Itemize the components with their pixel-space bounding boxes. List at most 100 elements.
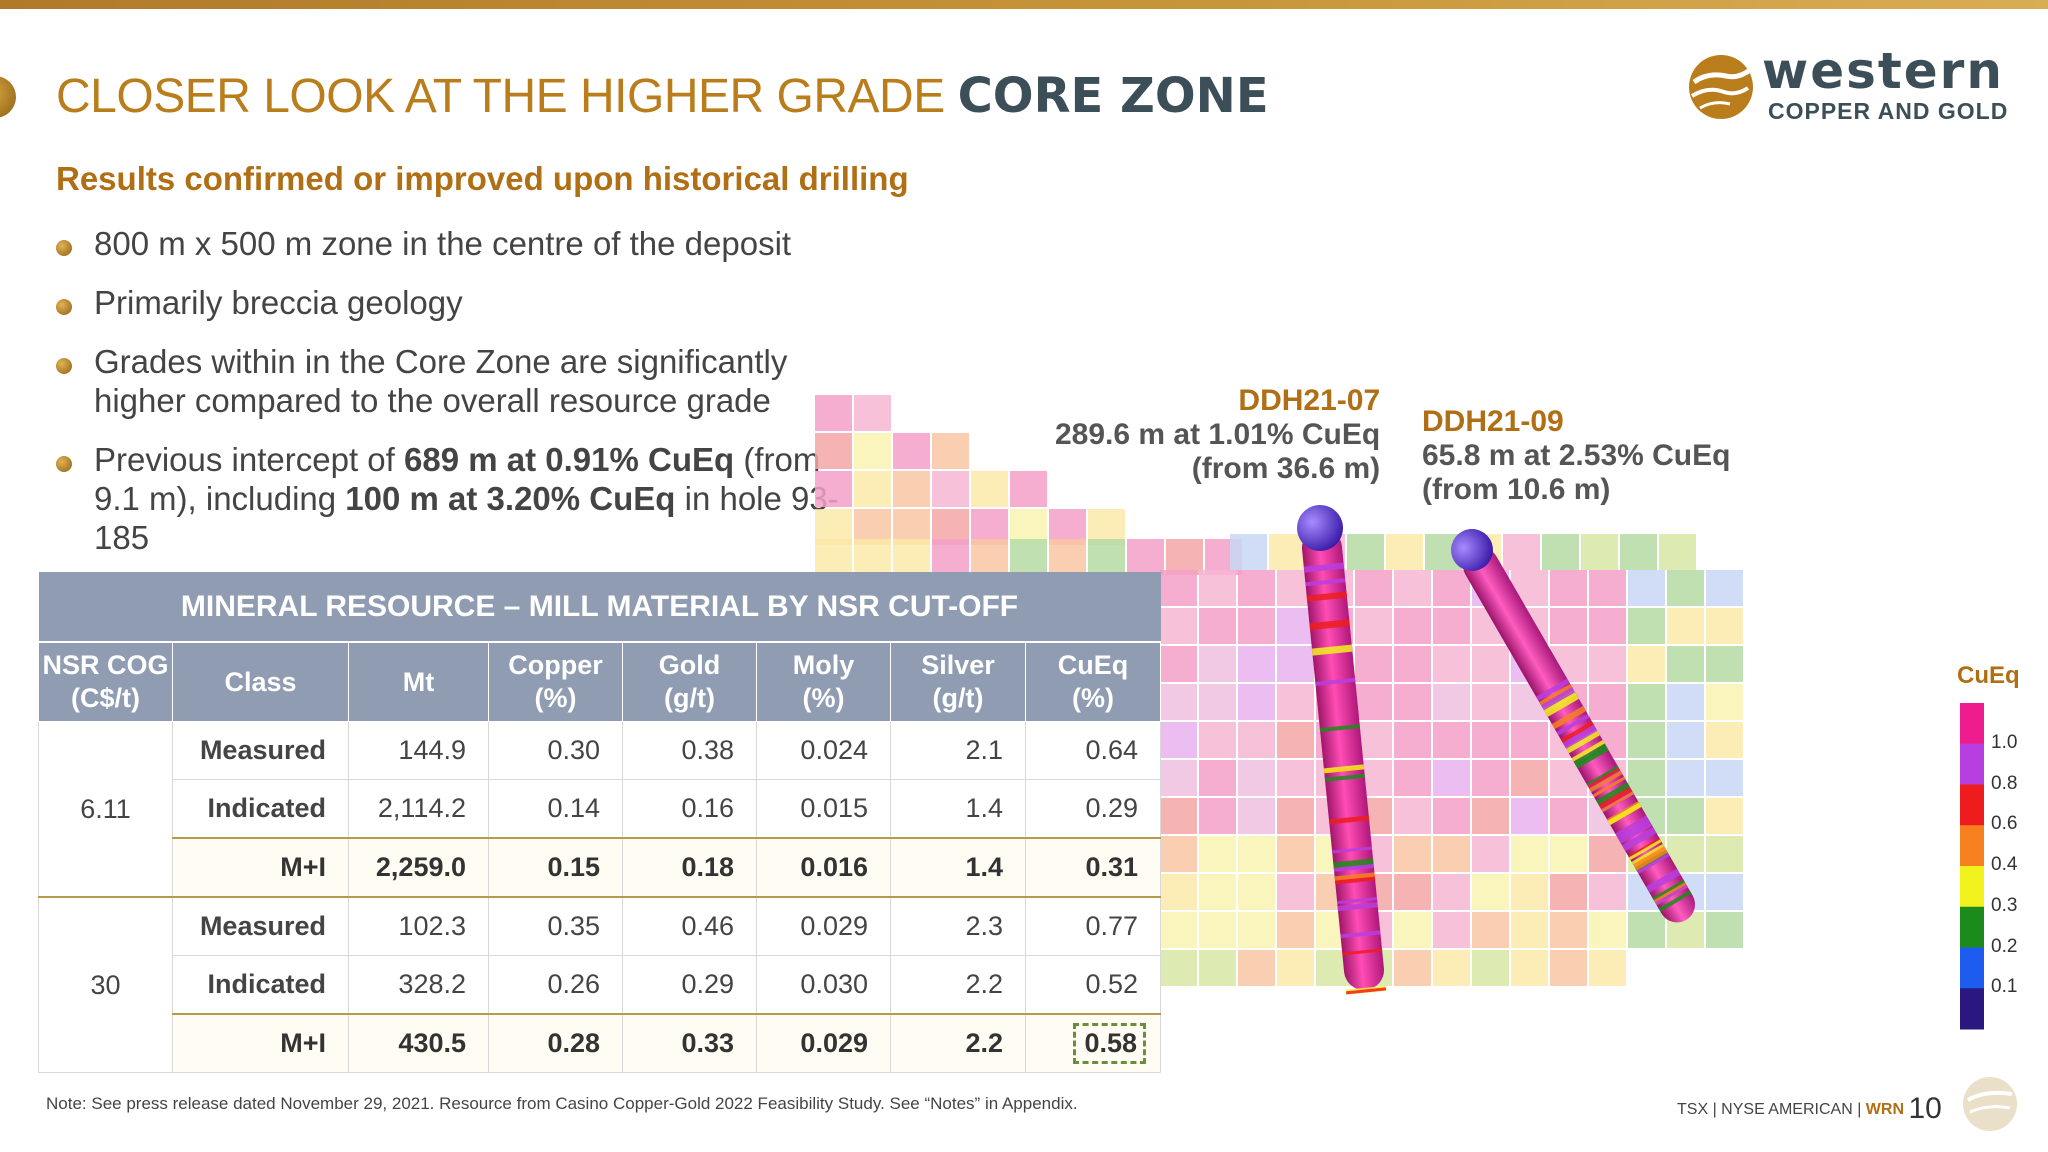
block-cell	[1667, 684, 1704, 720]
block-cell	[1160, 684, 1197, 720]
value-cell: 0.30	[488, 721, 623, 780]
block-cell	[1589, 912, 1626, 948]
block-cell	[1472, 684, 1509, 720]
bullet-list: 800 m x 500 m zone in the centre of the …	[56, 224, 856, 577]
block-cell	[1160, 836, 1197, 872]
block-cell	[1628, 608, 1665, 644]
block-cell	[1160, 760, 1197, 796]
block-cell	[854, 433, 891, 469]
block-cell	[1511, 798, 1548, 834]
block-cell	[1199, 798, 1236, 834]
block-cell	[1199, 684, 1236, 720]
logo-subtitle: COPPER AND GOLD	[1768, 98, 2009, 124]
column-header: Gold (g/t)	[622, 641, 757, 722]
class-cell: Measured	[172, 721, 349, 780]
grade-band	[1586, 765, 1619, 787]
block-cell	[1628, 722, 1665, 758]
column-header: NSR COG (C$/t)	[38, 641, 173, 722]
block-cell	[893, 539, 930, 575]
grade-band	[1544, 693, 1579, 717]
mineral-resource-table: MINERAL RESOURCE – MILL MATERIAL BY NSR …	[38, 572, 1162, 1073]
block-cell	[1355, 570, 1392, 606]
block-cell	[1589, 950, 1626, 986]
grade-band	[1303, 562, 1345, 573]
block-cell	[1277, 760, 1314, 796]
grade-band	[1589, 770, 1623, 793]
grade-band	[1319, 724, 1361, 733]
collar-cap	[1451, 529, 1493, 571]
grade-band	[1333, 863, 1374, 872]
value-cell: 0.29	[622, 955, 757, 1015]
block-cell	[1230, 534, 1267, 570]
block-cell	[1581, 534, 1618, 570]
block-cell	[1472, 722, 1509, 758]
slide-subtitle: Results confirmed or improved upon histo…	[56, 160, 909, 197]
block-cell	[1049, 539, 1086, 575]
value-cell: 0.33	[622, 1013, 757, 1073]
table-row: M+I 430.5 0.28 0.33 0.029 2.2 0.58	[39, 1013, 1162, 1073]
value-cell: 2.3	[890, 896, 1026, 956]
block-cell	[1127, 539, 1164, 575]
block-cell	[1472, 874, 1509, 910]
value-cell: 2,114.2	[348, 779, 489, 839]
slide-title: CLOSER LOOK AT THE HIGHER GRADE CORE ZON…	[56, 68, 1269, 124]
block-cell	[1433, 684, 1470, 720]
block-cell	[1394, 684, 1431, 720]
block-cell	[971, 471, 1008, 507]
block-cell	[932, 471, 969, 507]
block-cell	[1550, 798, 1587, 834]
block-cell	[1511, 722, 1548, 758]
value-cell: 0.030	[756, 955, 891, 1015]
block-cell	[1706, 684, 1743, 720]
block-cell	[1706, 798, 1743, 834]
block-cell	[1550, 608, 1587, 644]
grade-band	[1615, 815, 1648, 837]
block-cell	[1238, 646, 1275, 682]
legend-label: 0.8	[1991, 772, 2018, 794]
block-cell	[1433, 760, 1470, 796]
company-logo: western COPPER AND GOLD	[1686, 42, 2016, 128]
block-cell	[1667, 570, 1704, 606]
legend-label: 0.3	[1991, 894, 2018, 916]
block-cell	[1238, 950, 1275, 986]
block-cell	[1277, 836, 1314, 872]
block-cell	[1199, 912, 1236, 948]
block-cell	[1628, 912, 1665, 948]
block-cell	[1550, 836, 1587, 872]
block-cell	[1010, 471, 1047, 507]
collar-cap	[1297, 505, 1343, 551]
block-cell	[1269, 534, 1306, 570]
grade-band	[1540, 687, 1576, 711]
bullet-item: Grades within in the Core Zone are signi…	[56, 342, 864, 420]
block-cell	[1433, 950, 1470, 986]
block-cell	[1355, 646, 1392, 682]
block-cell	[1706, 608, 1743, 644]
block-cell	[815, 471, 852, 507]
grade-band	[1337, 897, 1378, 905]
block-cell	[854, 395, 891, 431]
legend-label: 0.4	[1991, 854, 2018, 875]
block-cell	[1472, 912, 1509, 948]
block-cell	[1160, 798, 1197, 834]
table-header-row: NSR COG (C$/t) Class Mt Copper (%) Gold (g/t) Mo…	[38, 641, 1162, 722]
block-cell	[1628, 760, 1665, 796]
block-cell	[1010, 539, 1047, 575]
column-header: Silver (g/t)	[890, 641, 1026, 722]
block-cell	[1394, 570, 1431, 606]
block-cell	[1238, 836, 1275, 872]
side-decoration	[0, 76, 16, 118]
value-cell: 1.4	[890, 837, 1026, 898]
value-cell: 0.029	[756, 1013, 891, 1073]
block-cell	[1386, 534, 1423, 570]
block-cell	[1472, 798, 1509, 834]
block-cell	[1472, 836, 1509, 872]
block-cell	[1472, 950, 1509, 986]
bullet-dot-icon	[56, 299, 72, 315]
legend-label: 0.1	[1991, 976, 2018, 998]
bullet-dot-icon	[56, 240, 72, 256]
legend-label: 0.6	[1991, 813, 2018, 835]
grade-band	[1323, 764, 1365, 774]
block-cell	[1394, 874, 1431, 910]
table-caption: MINERAL RESOURCE – MILL MATERIAL BY NSR …	[38, 572, 1161, 643]
